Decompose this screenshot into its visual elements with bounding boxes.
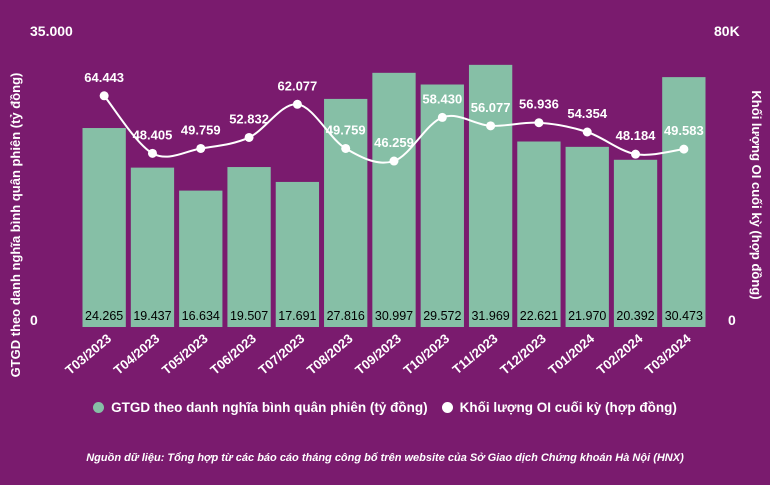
left-axis-title: GTGD theo danh nghĩa bình quân phiên (tỷ… bbox=[8, 73, 23, 378]
category-tick-label: T08/2023 bbox=[304, 331, 356, 378]
line-value-label: 52.832 bbox=[229, 111, 269, 126]
line-point bbox=[679, 144, 689, 154]
legend-bar-label: GTGD theo danh nghĩa bình quân phiên (tỷ… bbox=[111, 400, 428, 415]
right-axis-title: Khối lượng OI cuối kỳ (hợp đồng) bbox=[749, 90, 764, 299]
category-tick-label: T12/2023 bbox=[497, 331, 549, 378]
line-value-label: 56.936 bbox=[519, 97, 559, 112]
category-tick-label: T09/2023 bbox=[352, 331, 404, 378]
legend-line-label: Khối lượng OI cuối kỳ (hợp đồng) bbox=[459, 400, 677, 415]
legend-item-line[interactable]: Khối lượng OI cuối kỳ (hợp đồng) bbox=[441, 400, 677, 415]
category-tick-label: T03/2023 bbox=[62, 331, 114, 378]
right-axis-max-label: 80K bbox=[714, 23, 740, 39]
line-value-label: 54.354 bbox=[567, 106, 608, 121]
line-value-label: 48.405 bbox=[133, 127, 173, 142]
bar-value-label: 19.507 bbox=[230, 309, 268, 323]
line-value-label: 64.443 bbox=[84, 70, 124, 85]
bar-value-label: 20.392 bbox=[616, 309, 654, 323]
line-point bbox=[389, 156, 399, 166]
bar bbox=[372, 72, 416, 327]
bar-value-label: 22.621 bbox=[520, 309, 558, 323]
bar bbox=[130, 167, 175, 327]
line-point bbox=[437, 112, 447, 122]
bar-value-label: 27.816 bbox=[327, 309, 365, 323]
line-value-label: 58.430 bbox=[422, 91, 462, 106]
bar-value-label: 30.997 bbox=[375, 309, 413, 323]
bar-value-label: 19.437 bbox=[133, 309, 171, 323]
bar bbox=[420, 84, 464, 327]
bar-value-label: 17.691 bbox=[278, 309, 316, 323]
line-value-label: 46.259 bbox=[374, 135, 414, 150]
bar bbox=[179, 190, 223, 327]
legend-bar-swatch bbox=[93, 402, 105, 413]
bar bbox=[662, 77, 706, 327]
bar bbox=[324, 98, 368, 327]
line-point bbox=[341, 143, 351, 153]
legend: GTGD theo danh nghĩa bình quân phiên (tỷ… bbox=[0, 400, 770, 415]
legend-item-bar[interactable]: GTGD theo danh nghĩa bình quân phiên (tỷ… bbox=[93, 400, 428, 415]
category-tick-label: T10/2023 bbox=[401, 331, 453, 378]
line-point bbox=[534, 118, 544, 128]
bar bbox=[565, 146, 609, 327]
category-tick-label: T05/2023 bbox=[159, 331, 211, 378]
line-point bbox=[147, 148, 157, 158]
left-axis-max-label: 35.000 bbox=[30, 23, 73, 39]
line-value-label: 49.759 bbox=[326, 122, 366, 137]
category-tick-label: T06/2023 bbox=[207, 331, 259, 378]
line-point bbox=[292, 99, 302, 109]
bar-value-label: 24.265 bbox=[85, 309, 123, 323]
bar bbox=[227, 167, 271, 327]
bar bbox=[517, 141, 561, 327]
bar-value-label: 31.969 bbox=[471, 309, 509, 323]
line-value-label: 48.184 bbox=[616, 128, 657, 143]
category-tick-label: T02/2024 bbox=[594, 330, 646, 377]
line-point bbox=[582, 127, 592, 137]
bar bbox=[613, 159, 658, 327]
legend-line-swatch bbox=[441, 402, 453, 413]
category-tick-label: T07/2023 bbox=[256, 331, 308, 378]
line-value-label: 49.583 bbox=[664, 123, 704, 138]
bar bbox=[468, 64, 513, 328]
line-point bbox=[244, 132, 254, 142]
line-value-label: 49.759 bbox=[181, 122, 221, 137]
category-tick-label: T04/2023 bbox=[111, 331, 163, 378]
bar bbox=[82, 128, 126, 327]
category-tick-label: T03/2024 bbox=[642, 330, 694, 377]
category-tick-label: T01/2024 bbox=[545, 330, 597, 377]
source-note: Nguồn dữ liệu: Tổng hợp từ các báo cáo t… bbox=[86, 452, 684, 464]
line-point bbox=[196, 143, 206, 153]
line-point bbox=[99, 91, 109, 101]
bar-value-label: 29.572 bbox=[423, 309, 461, 323]
bar-value-label: 30.473 bbox=[665, 309, 703, 323]
left-axis-min-label: 0 bbox=[30, 312, 38, 328]
line-value-label: 56.077 bbox=[471, 100, 511, 115]
right-axis-min-label: 0 bbox=[728, 312, 736, 328]
line-point bbox=[486, 121, 496, 131]
line-point bbox=[631, 149, 641, 159]
category-tick-label: T11/2023 bbox=[449, 331, 500, 377]
bar-value-label: 21.970 bbox=[568, 309, 606, 323]
bar bbox=[275, 181, 320, 327]
bar-value-label: 16.634 bbox=[182, 309, 220, 323]
line-value-label: 62.077 bbox=[278, 78, 318, 93]
